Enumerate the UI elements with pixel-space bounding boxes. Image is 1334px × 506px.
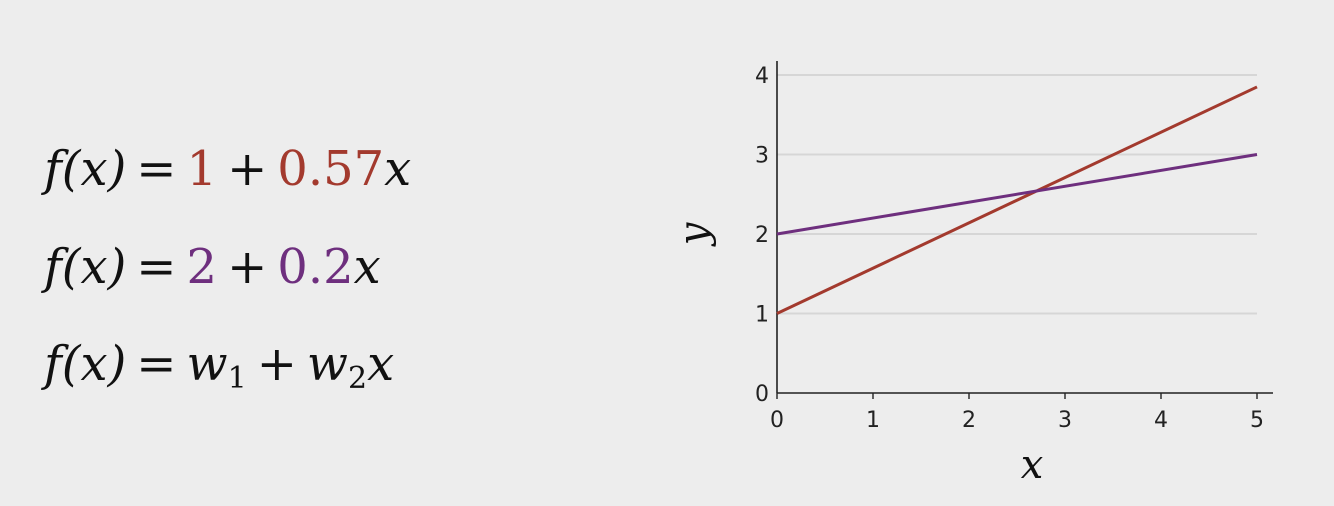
eq1-var: x bbox=[384, 141, 412, 197]
y-tick-label-1: 1 bbox=[755, 303, 769, 328]
eq2-intercept: 2 bbox=[186, 239, 218, 295]
eq3-var: x bbox=[367, 336, 395, 392]
eq3-w1-sub: 1 bbox=[227, 361, 247, 396]
x-tick-label-1: 1 bbox=[866, 408, 880, 433]
eq2-plus: + bbox=[227, 239, 268, 295]
eq2-lhs: f(x) bbox=[44, 239, 127, 295]
x-tick-label-0: 0 bbox=[770, 408, 784, 433]
y-tick-label-3: 3 bbox=[755, 144, 769, 169]
y-tick-label-2: 2 bbox=[755, 223, 769, 248]
equation-general: f(x) = w1 + w2x bbox=[44, 340, 394, 394]
eq3-w1: w bbox=[186, 336, 228, 392]
eq3-equals: = bbox=[136, 336, 177, 392]
eq3-w2-sub: 2 bbox=[348, 361, 368, 396]
equation-purple: f(x) = 2 +0.2x bbox=[44, 243, 381, 291]
y-tick-label-4: 4 bbox=[755, 64, 769, 89]
x-tick-label-2: 2 bbox=[962, 408, 976, 433]
x-tick-label-3: 3 bbox=[1058, 408, 1072, 433]
eq1-lhs: f(x) bbox=[44, 141, 127, 197]
x-axis-title: x bbox=[1021, 442, 1044, 488]
eq2-var: x bbox=[353, 239, 381, 295]
eq3-lhs: f(x) bbox=[44, 336, 127, 392]
eq1-equals: = bbox=[136, 141, 177, 197]
eq2-equals: = bbox=[136, 239, 177, 295]
equation-red: f(x) = 1 +0.57x bbox=[44, 145, 411, 193]
eq1-plus: + bbox=[227, 141, 268, 197]
series-line-1 bbox=[776, 153, 1258, 236]
eq1-intercept: 1 bbox=[186, 141, 218, 197]
eq3-plus: + bbox=[256, 336, 297, 392]
eq3-w2: w bbox=[306, 336, 349, 392]
y-tick-label-0: 0 bbox=[755, 382, 769, 407]
eq1-slope: 0.57 bbox=[277, 141, 385, 197]
x-tick-label-4: 4 bbox=[1154, 408, 1168, 433]
series-line-0 bbox=[776, 85, 1258, 315]
y-axis-title: y bbox=[671, 221, 717, 247]
eq2-slope: 0.2 bbox=[277, 239, 354, 295]
x-tick-label-5: 5 bbox=[1250, 408, 1264, 433]
